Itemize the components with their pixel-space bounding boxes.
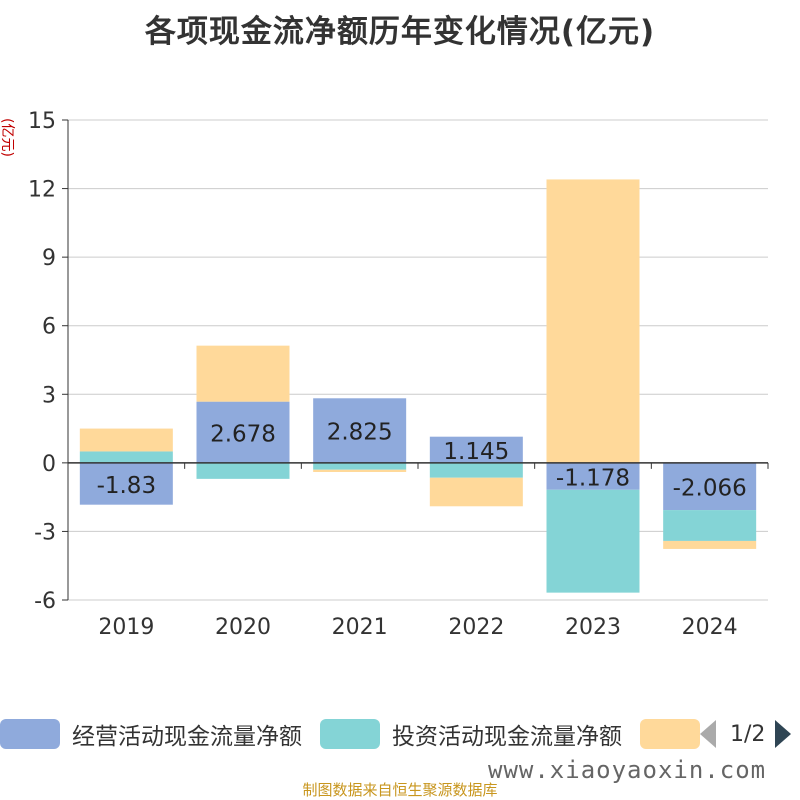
bar-third-2019 (79, 428, 173, 452)
legend: 经营活动现金流量净额 投资活动现金流量净额 (0, 716, 800, 752)
legend-next-arrow-icon[interactable] (775, 720, 792, 748)
bar-investing-2019 (79, 451, 173, 463)
x-tick-label: 2021 (332, 615, 388, 640)
bar-operating-2022 (429, 436, 523, 463)
data-label-2023: -1.178 (556, 465, 630, 491)
legend-swatch-investing (320, 719, 380, 749)
data-label-2024: -2.066 (673, 475, 747, 501)
y-tick-label: -6 (34, 589, 56, 614)
bar-third-2021 (313, 469, 407, 472)
x-tick-label: 2019 (98, 615, 154, 640)
legend-item-investing[interactable]: 投资活动现金流量净额 (320, 716, 622, 752)
x-tick-label: 2022 (448, 615, 504, 640)
chart-title: 各项现金流净额历年变化情况(亿元) (144, 14, 656, 50)
legend-label-operating: 经营活动现金流量净额 (72, 724, 302, 750)
bar-investing-2024 (663, 510, 757, 541)
y-tick-label: 15 (28, 109, 56, 134)
bar-operating-2020 (196, 401, 290, 463)
source-note: 制图数据来自恒生聚源数据库 (302, 781, 498, 799)
legend-swatch-operating (0, 719, 60, 749)
bar-investing-2020 (196, 462, 290, 479)
bar-investing-2021 (313, 462, 407, 470)
bar-third-2023 (546, 179, 640, 463)
x-tick-label: 2023 (565, 615, 621, 640)
bar-operating-2023 (546, 462, 640, 490)
legend-swatch-third (640, 719, 700, 749)
legend-item-operating[interactable]: 经营活动现金流量净额 (0, 716, 302, 752)
data-label-2022: 1.145 (443, 439, 509, 465)
bar-operating-2024 (663, 462, 757, 511)
y-tick-label: 0 (42, 452, 56, 477)
y-tick-label: 3 (42, 383, 56, 408)
bar-operating-2021 (313, 398, 407, 463)
bar-third-2024 (663, 540, 757, 549)
bar-third-2020 (196, 345, 290, 402)
bar-operating-2019 (79, 462, 173, 505)
y-tick-label: -3 (34, 520, 56, 545)
data-label-2019: -1.83 (97, 473, 157, 499)
data-label-2021: 2.825 (327, 420, 393, 446)
x-tick-label: 2020 (215, 615, 271, 640)
watermark: www.xiaoyaoxin.com (488, 756, 767, 784)
legend-item-third[interactable] (640, 716, 700, 752)
legend-pager: 1/2 (700, 716, 792, 752)
y-tick-label: 6 (42, 315, 56, 340)
x-tick-label: 2024 (682, 615, 738, 640)
bar-investing-2023 (546, 489, 640, 593)
bar-third-2022 (429, 477, 523, 507)
legend-label-investing: 投资活动现金流量净额 (392, 724, 622, 750)
legend-prev-arrow-icon[interactable] (700, 720, 716, 748)
bar-investing-2022 (429, 462, 523, 478)
y-tick-label: 9 (42, 246, 56, 271)
y-tick-label: 12 (28, 178, 56, 203)
data-label-2020: 2.678 (210, 421, 276, 447)
legend-page-indicator: 1/2 (730, 721, 766, 747)
